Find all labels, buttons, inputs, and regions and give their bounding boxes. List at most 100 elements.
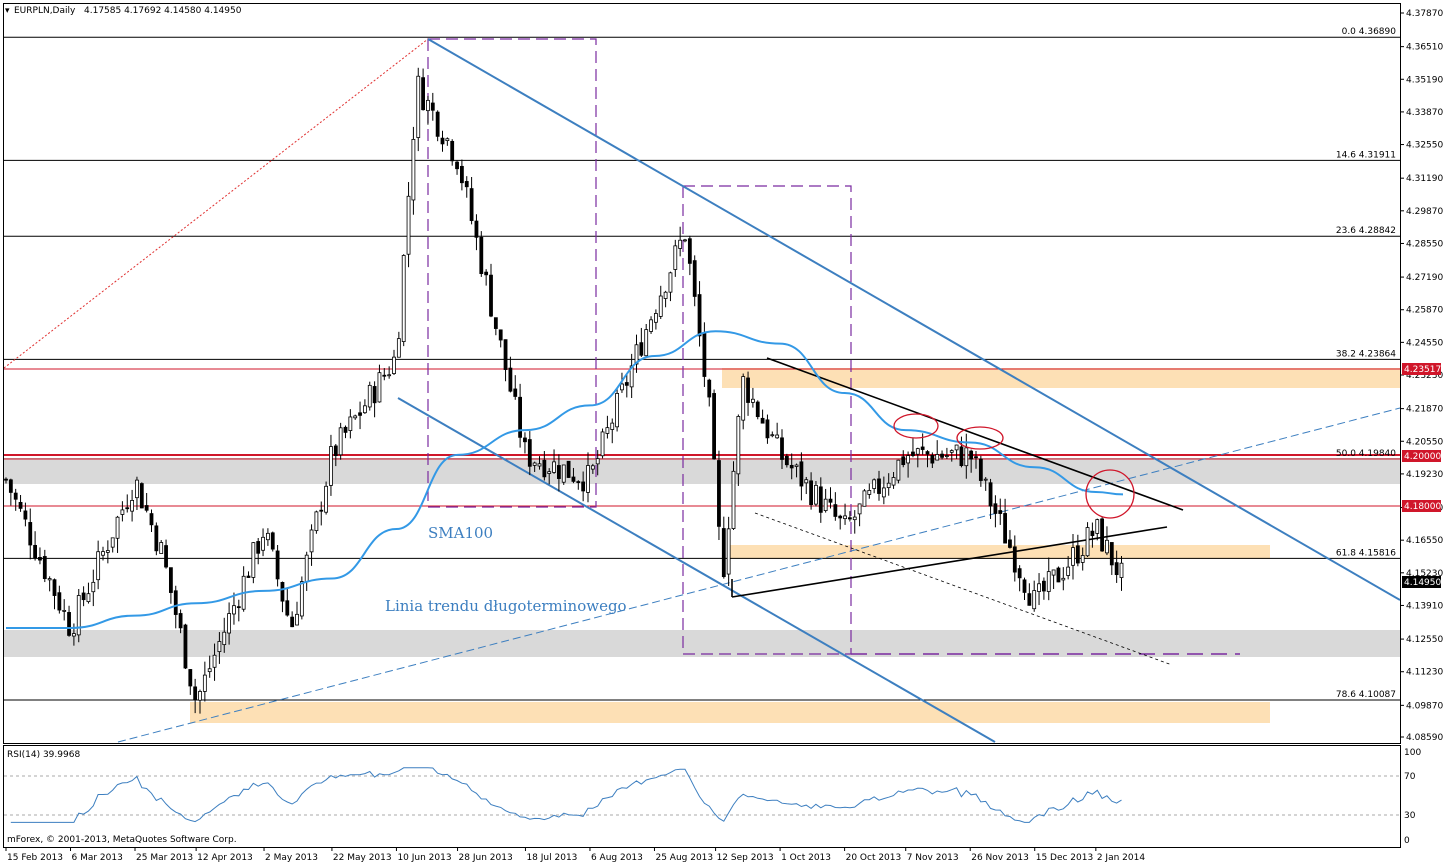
candle-body bbox=[1085, 527, 1090, 557]
candle-body bbox=[770, 434, 775, 437]
time-tick-label: 1 Oct 2013 bbox=[781, 853, 831, 863]
candle-body bbox=[988, 482, 993, 507]
candle-body bbox=[741, 376, 746, 421]
candle-body bbox=[1003, 513, 1007, 544]
candle-body bbox=[901, 456, 906, 466]
price-tick-label: 4.23230 bbox=[1406, 371, 1443, 381]
price-tick-label: 4.32550 bbox=[1406, 141, 1443, 151]
time-tick-label: 25 Aug 2013 bbox=[655, 853, 713, 863]
candle-body bbox=[202, 674, 207, 692]
candle-body bbox=[780, 437, 784, 460]
candle-body bbox=[547, 471, 552, 474]
candle-body bbox=[450, 140, 455, 162]
candle-body bbox=[440, 137, 445, 145]
time-tick-label: 22 May 2013 bbox=[333, 853, 392, 863]
candle-body bbox=[343, 426, 348, 433]
rsi-levels bbox=[4, 775, 1400, 816]
candle-body bbox=[930, 454, 935, 464]
candle-body bbox=[270, 532, 275, 550]
time-tick-label: 20 Oct 2013 bbox=[846, 853, 902, 863]
candle-body bbox=[881, 487, 886, 498]
candle-body bbox=[212, 654, 217, 668]
candle-body bbox=[736, 416, 741, 475]
candle-body bbox=[668, 272, 673, 293]
candle-body bbox=[1071, 547, 1075, 566]
candle-body bbox=[784, 455, 789, 466]
candle-body bbox=[86, 593, 91, 603]
red-levels bbox=[4, 368, 1400, 507]
price-tick-label: 4.27190 bbox=[1406, 273, 1443, 283]
fib-level-label: 14.6 4.31911 bbox=[1336, 150, 1396, 160]
candle-body bbox=[552, 461, 556, 473]
candle-body bbox=[595, 458, 600, 465]
candle-body bbox=[717, 460, 721, 527]
candle-body bbox=[600, 431, 605, 457]
candle-body bbox=[168, 567, 173, 593]
candle-body bbox=[663, 291, 668, 299]
candle-body bbox=[731, 470, 736, 529]
candle-body bbox=[430, 102, 435, 111]
time-tick-label: 18 Jul 2013 bbox=[526, 853, 577, 863]
candle-body bbox=[746, 377, 750, 403]
candle-body bbox=[91, 581, 96, 593]
candle-body bbox=[692, 260, 697, 297]
trend-annotation: Linia trendu długoterminowego bbox=[385, 597, 627, 615]
candle-body bbox=[683, 239, 687, 242]
candle-body bbox=[1090, 530, 1095, 537]
time-tick-label: 26 Nov 2013 bbox=[971, 853, 1029, 863]
candle-body bbox=[265, 532, 270, 541]
fib-level-label: 61.8 4.15816 bbox=[1336, 548, 1396, 558]
candle-body bbox=[105, 550, 110, 553]
svg-text:0: 0 bbox=[1404, 836, 1410, 846]
candle-body bbox=[765, 419, 770, 439]
time-tick-label: 12 Apr 2013 bbox=[197, 853, 253, 863]
rsi-panel-frame bbox=[3, 745, 1401, 848]
candle-body bbox=[561, 464, 566, 483]
candle-body bbox=[1037, 583, 1041, 592]
candle-body bbox=[590, 465, 595, 470]
candle-body bbox=[38, 557, 42, 561]
current-price-tag: 4.14950 bbox=[1402, 576, 1441, 588]
candle-body bbox=[236, 606, 241, 609]
candle-body bbox=[275, 550, 280, 580]
candle-body bbox=[848, 517, 852, 520]
time-axis: 15 Feb 2013 6 Mar 2013 25 Mar 2013 12 Apr 2… bbox=[5, 847, 1145, 863]
candle-body bbox=[387, 374, 392, 377]
long-term-trendline bbox=[117, 407, 1401, 743]
candle-body bbox=[1027, 593, 1032, 606]
candle-body bbox=[513, 388, 518, 397]
candle-body bbox=[135, 479, 139, 499]
candle-body bbox=[367, 384, 372, 408]
candle-body bbox=[726, 528, 731, 575]
candle-body bbox=[634, 344, 639, 365]
candle-body bbox=[52, 579, 57, 596]
candle-body bbox=[96, 551, 101, 581]
candle-body bbox=[358, 412, 362, 416]
candle-body bbox=[392, 356, 396, 374]
candle-body bbox=[348, 416, 353, 431]
candle-body bbox=[673, 245, 678, 270]
price-tick-label: 4.08590 bbox=[1406, 733, 1443, 743]
price-tick-label: 4.24550 bbox=[1406, 338, 1443, 348]
candle-body bbox=[193, 686, 198, 701]
candle-body bbox=[324, 485, 329, 513]
highlight-ellipses bbox=[893, 413, 1135, 519]
candle-body bbox=[362, 405, 367, 414]
candle-body bbox=[877, 478, 881, 494]
candle-body bbox=[707, 379, 712, 398]
candle-body bbox=[445, 138, 450, 142]
fib-level-label: 23.6 4.28842 bbox=[1336, 226, 1396, 236]
candle-body bbox=[57, 592, 62, 611]
chart-menu-icon[interactable]: ▾ bbox=[5, 6, 10, 16]
candle-body bbox=[1017, 568, 1022, 579]
candle-body bbox=[872, 479, 877, 489]
candle-body bbox=[1075, 545, 1080, 564]
candle-body bbox=[804, 479, 809, 484]
candle-body bbox=[1109, 542, 1114, 566]
candle-body bbox=[838, 515, 843, 519]
candle-body bbox=[915, 448, 920, 455]
price-tick-label: 4.16550 bbox=[1406, 536, 1443, 546]
candle-body bbox=[1119, 562, 1124, 578]
time-tick-label: 2 May 2013 bbox=[265, 853, 318, 863]
